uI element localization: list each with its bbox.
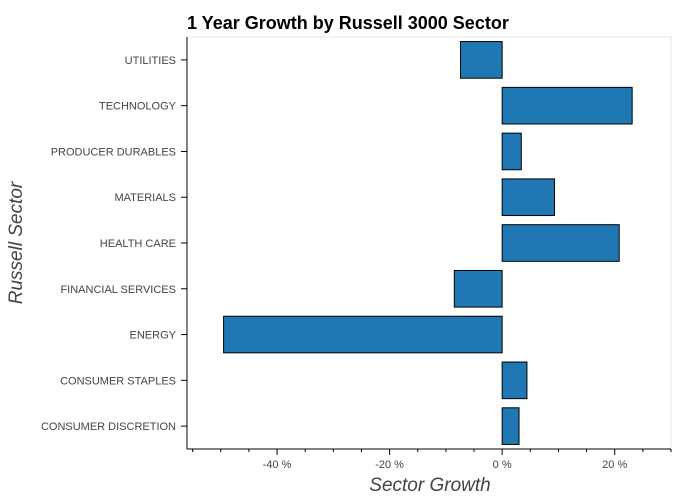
y-tick-label: FINANCIAL SERVICES xyxy=(60,284,176,296)
x-tick-label: -20 % xyxy=(375,459,404,471)
x-tick-label: 0 % xyxy=(493,459,512,471)
bar-health-care xyxy=(501,224,620,262)
x-tick-label: 20 % xyxy=(602,459,627,471)
bar-technology xyxy=(501,86,633,125)
ticks: UTILITIES TECHNOLOGY PRODUCER DURABLES MATE… xyxy=(41,55,672,471)
y-tick-label: HEALTH CARE xyxy=(100,238,176,250)
chart-title: 1 Year Growth by Russell 3000 Sector xyxy=(187,13,509,33)
y-tick-label: TECHNOLOGY xyxy=(99,101,177,113)
bar-materials xyxy=(501,178,556,217)
bar-consumer-staples xyxy=(501,361,528,400)
bar-producer-durables xyxy=(501,132,522,171)
y-tick-label: UTILITIES xyxy=(125,55,176,67)
x-tick-label: -40 % xyxy=(263,459,292,471)
bar-consumer-discretion xyxy=(501,407,520,445)
bars xyxy=(223,41,633,445)
y-axis-label: Russell Sector xyxy=(6,181,27,304)
y-tick-label: CONSUMER STAPLES xyxy=(60,375,176,387)
x-axis-label: Sector Growth xyxy=(369,475,490,496)
y-tick-label: PRODUCER DURABLES xyxy=(51,146,176,158)
bar-financial-services xyxy=(453,269,503,308)
bar-utilities xyxy=(460,41,503,79)
bar-energy xyxy=(223,315,503,354)
y-tick-label: ENERGY xyxy=(130,330,177,342)
y-tick-label: MATERIALS xyxy=(114,192,176,204)
y-tick-label: CONSUMER DISCRETION xyxy=(41,421,176,433)
